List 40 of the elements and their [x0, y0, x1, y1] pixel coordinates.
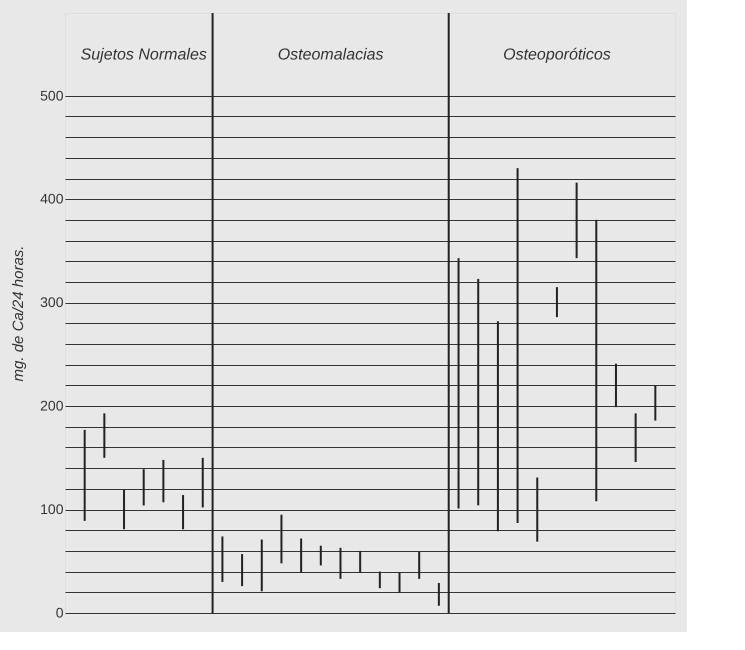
bar	[339, 548, 342, 579]
bar	[418, 552, 420, 579]
bar	[241, 554, 244, 586]
bar	[182, 495, 184, 530]
bar	[300, 538, 302, 573]
y-axis-title: mg. de Ca/24 horas.	[10, 246, 28, 382]
y-tick-label: 100	[40, 501, 64, 518]
bar	[162, 460, 164, 502]
bar	[84, 430, 86, 521]
bar	[614, 364, 617, 408]
bar	[280, 514, 282, 564]
y-tick-label: 500	[40, 87, 64, 104]
y-tick-label: 200	[40, 398, 64, 414]
bar	[634, 413, 637, 462]
bar	[359, 550, 362, 573]
bar	[654, 385, 656, 421]
y-tick-label: 400	[40, 190, 64, 207]
bar	[398, 572, 401, 592]
bar	[202, 458, 204, 508]
bar	[142, 469, 145, 506]
bar	[576, 182, 578, 258]
bar	[123, 490, 126, 530]
bar	[595, 220, 598, 502]
bar	[516, 168, 519, 523]
bar	[496, 321, 499, 532]
bar	[221, 536, 224, 582]
bar	[536, 477, 538, 542]
bar	[320, 546, 322, 566]
bar	[438, 583, 440, 606]
bar	[458, 258, 460, 509]
y-tick-label: 300	[40, 294, 64, 310]
annotation: Osteomalacias	[278, 46, 384, 64]
bar	[103, 413, 106, 458]
annotation: Osteoporóticos	[503, 46, 611, 64]
annotation: Sujetos Normales	[80, 46, 207, 64]
y-tick-label: 0	[56, 604, 64, 620]
bar	[260, 540, 263, 592]
bar	[556, 287, 558, 318]
bar	[477, 278, 480, 506]
bar	[378, 572, 381, 588]
